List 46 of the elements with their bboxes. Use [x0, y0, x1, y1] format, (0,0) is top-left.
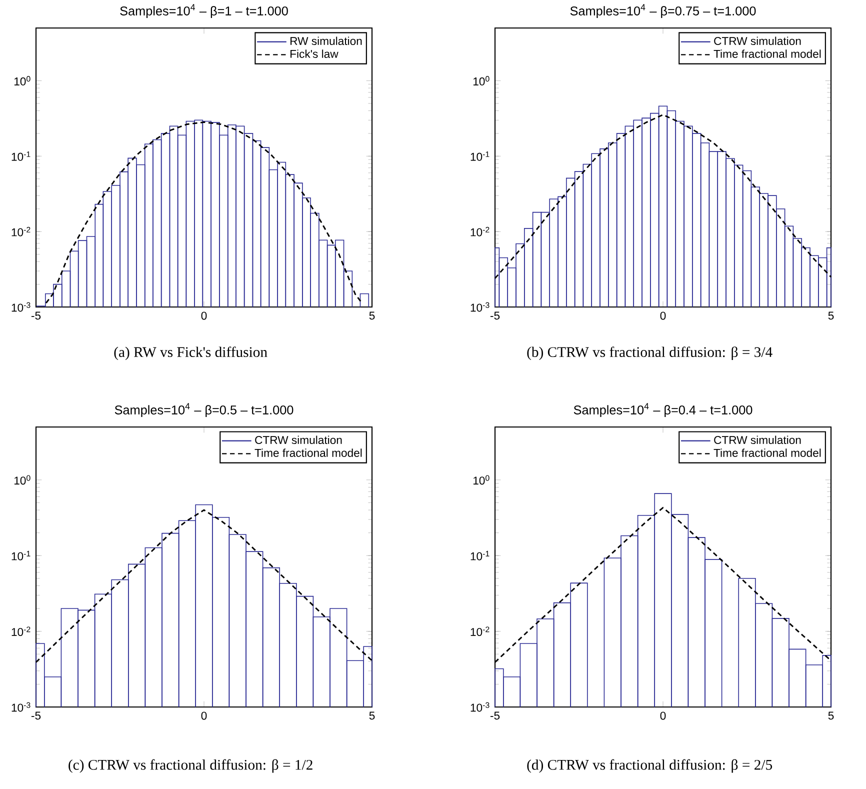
- x-tick-label: 5: [828, 712, 834, 720]
- legend-label: CTRW simulation: [714, 36, 801, 46]
- x-tick-label: 5: [369, 712, 375, 720]
- y-tick-label: 10$^{-1}$: [470, 550, 490, 560]
- legend-label: CTRW simulation: [255, 436, 342, 444]
- text: (a) RW vs Fick's diffusion: [114, 346, 268, 360]
- x-tick-label: -5: [490, 312, 500, 320]
- legend-label: Time fractional model: [714, 448, 821, 457]
- y-tick-label: 10$^{0}$: [473, 76, 490, 86]
- y-tick-label: 10$^{-2}$: [12, 226, 30, 236]
- y-tick-label: 10$^{-3}$: [470, 302, 490, 312]
- chart-title: Samples=10$^{4}$ – β=0.5 – t=1.000: [114, 403, 294, 417]
- y-tick-label: 10$^{-3}$: [470, 702, 490, 712]
- y-tick-label: 10$^{-2}$: [470, 626, 490, 636]
- y-tick-label: 10$^{-1}$: [470, 151, 490, 161]
- x-tick-label: 5: [828, 312, 834, 320]
- y-tick-label: 10$^{-2}$: [470, 226, 490, 236]
- chart-title: Samples=10$^{4}$ – β=0.75 – t=1.000: [570, 4, 756, 18]
- text: (b) CTRW vs fractional diffusion: β = 3/4: [527, 346, 772, 360]
- text: (d) CTRW vs fractional diffusion: β = 2/5: [527, 759, 772, 773]
- y-tick-label: 10$^{-1}$: [12, 550, 30, 560]
- legend-label: CTRW simulation: [714, 436, 801, 444]
- y-tick-label: 10$^{-2}$: [12, 626, 30, 636]
- x-tick-label: 0: [201, 312, 207, 320]
- x-tick-label: 0: [201, 712, 207, 720]
- y-tick-label: 10$^{-1}$: [12, 151, 30, 161]
- y-tick-label: 10$^{0}$: [14, 475, 30, 485]
- x-tick-label: 0: [660, 712, 666, 720]
- line-series: [494, 114, 832, 280]
- chart-title: Samples=10$^{4}$ – β=0.4 – t=1.000: [574, 403, 752, 417]
- legend-label: Fick's law: [290, 50, 338, 58]
- legend-label: Time fractional model: [714, 50, 821, 58]
- line-series: [35, 509, 373, 663]
- y-tick-label: 10$^{0}$: [14, 76, 30, 86]
- text: (c) CTRW vs fractional diffusion: β = 1/2: [68, 759, 312, 773]
- x-tick-label: -5: [31, 712, 41, 720]
- y-tick-label: 10$^{-3}$: [12, 302, 30, 312]
- x-tick-label: 5: [369, 312, 375, 320]
- legend-label: Time fractional model: [254, 448, 362, 457]
- y-tick-label: 10$^{-3}$: [12, 702, 30, 712]
- x-tick-label: 0: [660, 312, 666, 320]
- y-tick-label: 10$^{0}$: [473, 475, 490, 485]
- chart-title: Samples=10$^{4}$ – β=1 – t=1.000: [120, 4, 288, 18]
- legend-label: RW simulation: [290, 36, 362, 46]
- x-tick-label: -5: [490, 712, 500, 720]
- x-tick-label: -5: [31, 312, 41, 320]
